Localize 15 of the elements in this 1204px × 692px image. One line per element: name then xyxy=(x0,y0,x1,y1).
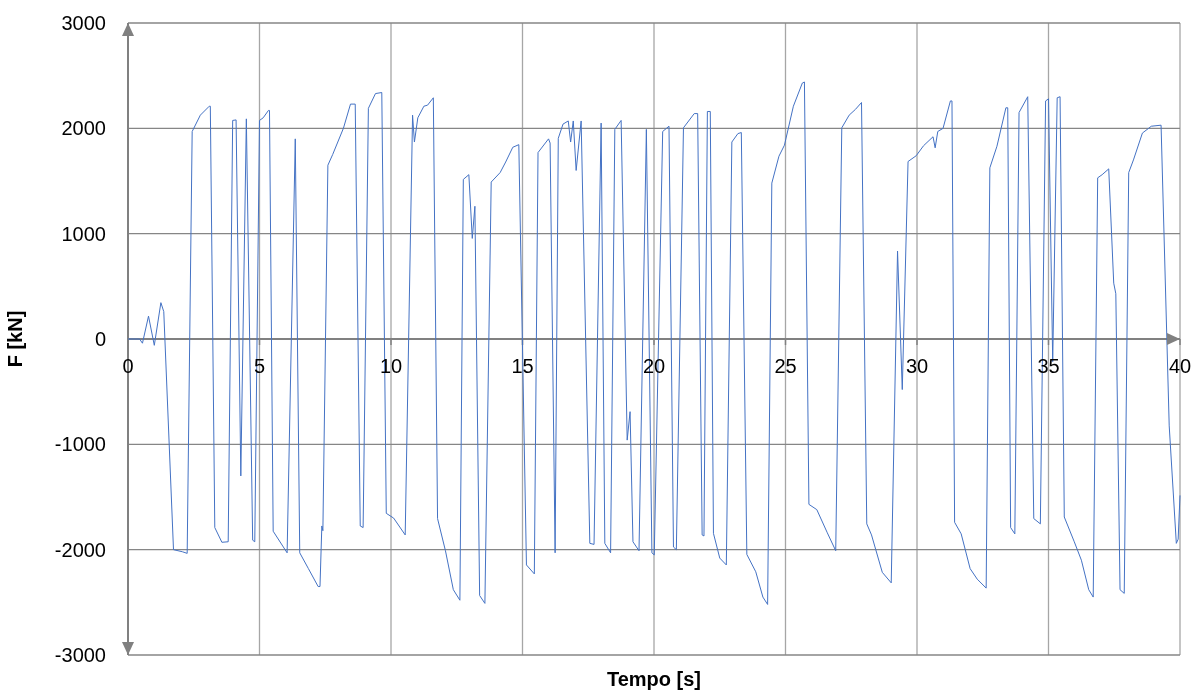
x-axis-title: Tempo [s] xyxy=(606,668,702,690)
y-tick-label: -2000 xyxy=(54,538,106,561)
y-tick-label: 3000 xyxy=(61,12,106,34)
y-tick-label: 2000 xyxy=(61,117,106,140)
x-tick-label: 0 xyxy=(122,355,134,377)
y-tick-label: -1000 xyxy=(54,433,106,456)
y-tick-label: -3000 xyxy=(54,644,106,666)
x-tick-label: 30 xyxy=(905,355,929,377)
y-tick-label: 0 xyxy=(94,328,106,350)
x-tick-label: 5 xyxy=(253,355,266,377)
x-tick-label: 25 xyxy=(774,355,797,377)
y-tick-label: 1000 xyxy=(61,222,106,245)
x-tick-label: 35 xyxy=(1037,355,1060,377)
x-tick-label: 40 xyxy=(1168,355,1192,377)
y-axis-title: F [kN] xyxy=(4,310,26,368)
